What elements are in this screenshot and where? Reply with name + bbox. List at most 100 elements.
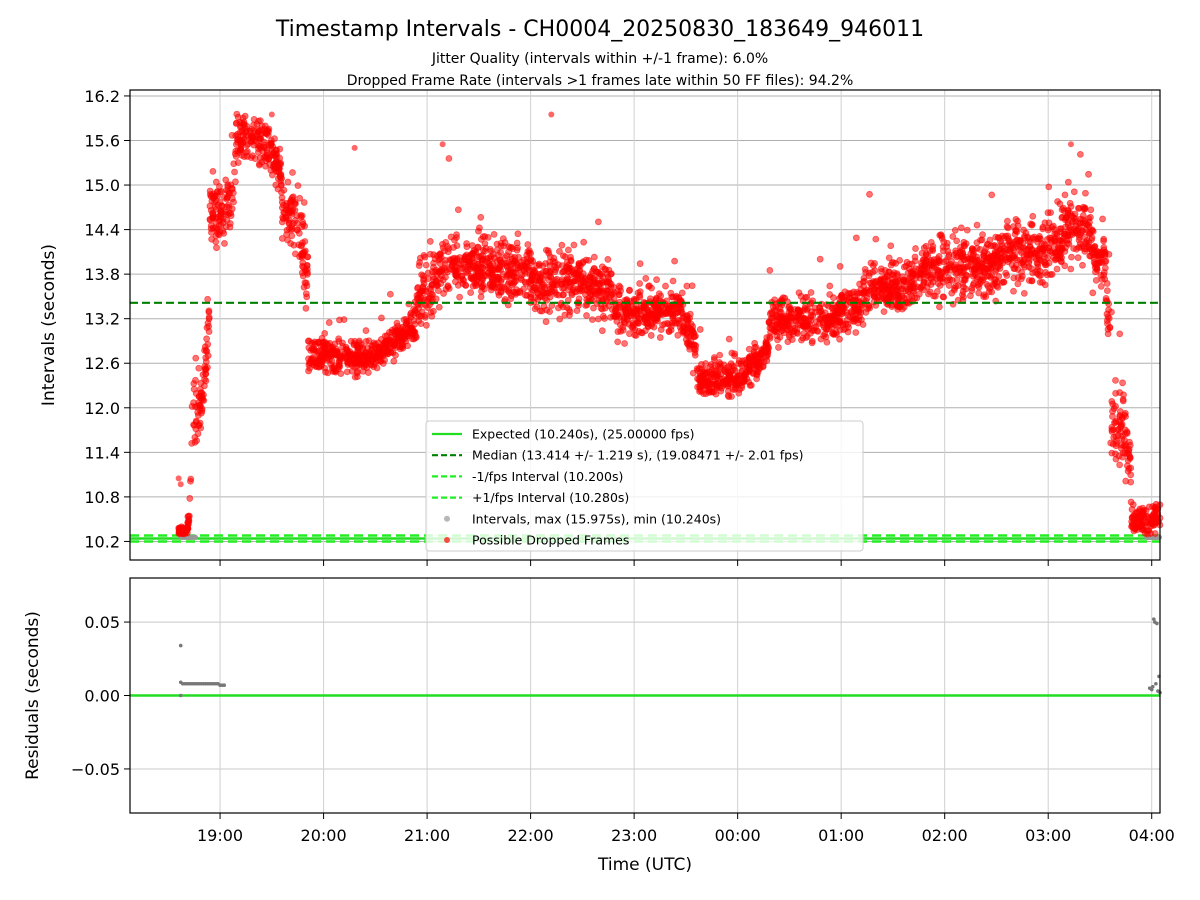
dropped-frame-point <box>420 251 428 259</box>
dropped-frame-point <box>1021 245 1029 253</box>
dropped-frame-point <box>517 263 525 270</box>
dropped-frame-point <box>874 283 882 290</box>
dropped-frame-point <box>506 289 513 297</box>
dropped-frame-point <box>1003 254 1011 262</box>
dropped-frame-point <box>786 333 793 341</box>
legend-dot-marker <box>444 537 450 543</box>
dropped-frame-point <box>527 255 535 263</box>
dropped-frame-point <box>668 310 675 318</box>
dropped-frame-point <box>243 148 251 155</box>
dropped-frame-point <box>386 336 393 344</box>
dropped-frame-point <box>1108 449 1116 457</box>
dropped-frame-point <box>481 233 489 240</box>
dropped-frame-point <box>1101 250 1109 258</box>
dropped-frame-point <box>482 272 490 280</box>
dropped-frame-point <box>991 256 999 264</box>
dropped-frame-point <box>1125 465 1133 472</box>
dropped-frame-point <box>289 193 297 201</box>
dropped-frame-point <box>596 272 604 280</box>
dropped-frame-point <box>1012 215 1020 223</box>
dropped-frame-point <box>290 241 298 249</box>
dropped-frame-point <box>731 350 738 358</box>
dropped-frame-point <box>386 290 394 298</box>
dropped-frame-point <box>215 231 223 239</box>
dropped-frame-point <box>688 282 696 290</box>
dropped-frame-point <box>190 385 198 393</box>
dropped-frame-point <box>1045 183 1053 191</box>
dropped-frame-point <box>296 194 304 202</box>
top-y-tick-label: 11.4 <box>84 443 120 462</box>
dropped-frame-point <box>202 366 210 373</box>
dropped-frame-point <box>517 274 525 282</box>
dropped-frame-point <box>1040 246 1047 254</box>
x-tick-label: 03:00 <box>1025 826 1071 845</box>
dropped-frame-point <box>992 276 1000 283</box>
dropped-frame-point <box>738 367 746 375</box>
dropped-frame-point <box>332 351 340 359</box>
dropped-frame-point <box>1018 268 1026 276</box>
intervals-plot: 10.2 10.8 11.4 12.0 12.6 13.2 13.8 14.4 15.0 15.6… <box>39 87 1164 566</box>
dropped-frame-point <box>1100 237 1107 245</box>
dropped-frame-point <box>936 282 944 289</box>
dropped-frame-point <box>422 321 430 329</box>
dropped-frame-point <box>1112 389 1120 397</box>
dropped-frame-point <box>505 278 513 286</box>
dropped-frame-point <box>766 333 774 341</box>
dropped-frame-point <box>1149 520 1157 527</box>
dropped-frame-point <box>1106 324 1114 332</box>
dropped-frame-point <box>657 307 665 315</box>
dropped-frame-point <box>722 368 730 376</box>
dropped-frame-point <box>881 273 889 281</box>
dropped-frame-point <box>1014 280 1022 288</box>
dropped-frame-point <box>388 326 396 334</box>
dropped-frame-point <box>960 241 968 249</box>
chart-subtitle-line-2: Dropped Frame Rate (intervals >1 frames … <box>347 73 854 89</box>
dropped-frame-point <box>895 294 903 302</box>
dropped-frame-point <box>511 254 519 261</box>
dropped-frame-point <box>752 343 760 351</box>
dropped-frame-point <box>1053 251 1060 259</box>
dropped-frame-point <box>192 354 200 362</box>
dropped-frame-point <box>614 312 621 320</box>
dropped-frame-point <box>920 244 928 252</box>
dropped-frame-point <box>531 305 539 313</box>
dropped-frame-point <box>559 268 566 276</box>
dropped-frame-point <box>262 162 269 170</box>
dropped-frame-point <box>426 250 434 258</box>
dropped-frame-point <box>416 259 423 266</box>
dropped-frame-point <box>444 248 452 256</box>
dropped-frame-point <box>305 367 312 375</box>
dropped-frame-point <box>864 305 871 313</box>
dropped-frame-point <box>284 205 291 213</box>
dropped-frame-point <box>184 513 192 520</box>
dropped-frame-point <box>642 275 650 282</box>
dropped-frame-point <box>1121 411 1129 419</box>
dropped-frame-point <box>306 359 313 366</box>
dropped-frame-point <box>453 231 460 239</box>
dropped-frame-point <box>397 325 405 332</box>
dropped-frame-point <box>1108 308 1115 316</box>
dropped-frame-point <box>360 354 368 362</box>
dropped-frame-point <box>288 232 296 240</box>
dropped-frame-point <box>801 323 808 331</box>
dropped-frame-point <box>212 178 220 186</box>
dropped-frame-point <box>495 291 503 299</box>
dropped-frame-point <box>816 319 823 327</box>
dropped-frame-point <box>256 136 264 144</box>
dropped-frame-point <box>582 291 589 299</box>
dropped-frame-point <box>975 268 983 275</box>
dropped-frame-point <box>1065 227 1073 235</box>
dropped-frame-point <box>390 342 398 349</box>
dropped-frame-point <box>859 321 867 328</box>
dropped-frame-point <box>536 276 544 284</box>
dropped-frame-point <box>1131 525 1139 533</box>
dropped-frame-point <box>601 315 608 322</box>
dropped-frame-point <box>372 359 380 366</box>
dropped-frame-point <box>256 142 264 150</box>
dropped-frame-point <box>887 290 895 298</box>
residual-point <box>178 643 183 648</box>
dropped-frame-point <box>532 284 540 292</box>
dropped-frame-point <box>775 344 782 351</box>
top-y-tick-label: 16.2 <box>84 87 120 106</box>
dropped-frame-point <box>818 314 825 321</box>
